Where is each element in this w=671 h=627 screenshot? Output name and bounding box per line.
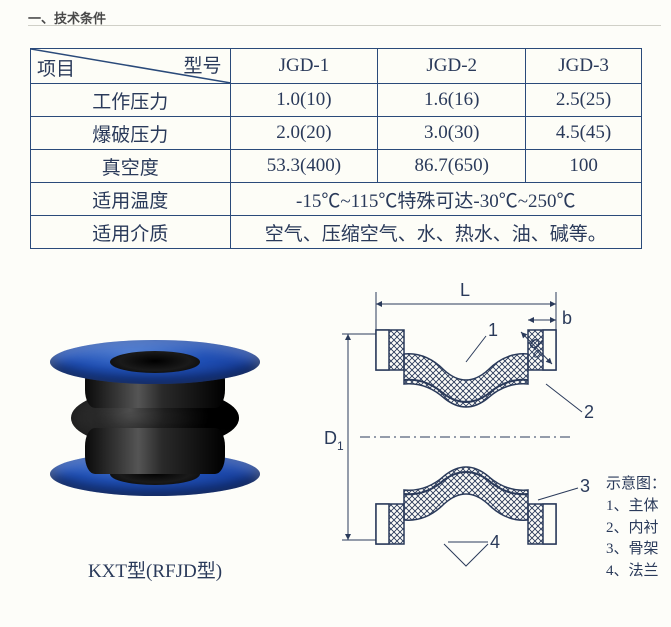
cell: 2.0(20) <box>230 117 378 150</box>
header-split-cell: 项目 型号 <box>31 49 231 84</box>
dim-b: b <box>562 308 572 328</box>
table-row: 适用温度 -15℃~115℃特殊可达-30℃~250℃ <box>31 183 642 216</box>
cell: 53.3(400) <box>230 150 378 183</box>
dim-D1: D1 <box>324 428 344 453</box>
callout-2: 2 <box>584 402 594 422</box>
legend: 示意图： 1、主体 2、内衬 3、骨架 4、法兰 <box>606 474 666 583</box>
span-cell: -15℃~115℃特殊可达-30℃~250℃ <box>230 183 641 216</box>
table-header-row: 项目 型号 JGD-1 JGD-2 JGD-3 <box>31 49 642 84</box>
span-cell: 空气、压缩空气、水、热水、油、碱等。 <box>230 216 641 249</box>
row-label: 爆破压力 <box>31 117 231 150</box>
table-row: 真空度 53.3(400) 86.7(650) 100 <box>31 150 642 183</box>
row-label: 适用介质 <box>31 216 231 249</box>
model-header: JGD-2 <box>378 49 526 84</box>
table-row: 适用介质 空气、压缩空气、水、热水、油、碱等。 <box>31 216 642 249</box>
legend-title: 示意图： <box>606 474 666 496</box>
callout-4: 4 <box>490 532 500 552</box>
cell: 1.0(10) <box>230 84 378 117</box>
callout-3: 3 <box>580 476 590 496</box>
header-right-label: 型号 <box>184 51 222 78</box>
legend-item: 2、内衬 <box>606 518 666 540</box>
model-header: JGD-3 <box>526 49 642 84</box>
cell: 1.6(16) <box>378 84 526 117</box>
row-label: 适用温度 <box>31 183 231 216</box>
cell: 2.5(25) <box>526 84 642 117</box>
product-image: KXT型(RFJD型) <box>40 300 270 535</box>
flange-top <box>50 340 260 384</box>
header-left-label: 项目 <box>37 54 75 81</box>
cell: 4.5(45) <box>526 117 642 150</box>
row-label: 工作压力 <box>31 84 231 117</box>
cell: 86.7(650) <box>378 150 526 183</box>
dim-L: L <box>460 280 470 300</box>
table-row: 爆破压力 2.0(20) 3.0(30) 4.5(45) <box>31 117 642 150</box>
model-header: JGD-1 <box>230 49 378 84</box>
spec-table: 项目 型号 JGD-1 JGD-2 JGD-3 工作压力 1.0(10) 1.6… <box>30 48 642 249</box>
table-row: 工作压力 1.0(10) 1.6(16) 2.5(25) <box>31 84 642 117</box>
product-caption: KXT型(RFJD型) <box>88 556 222 583</box>
schematic-diagram: L b D1 d0 1 2 <box>316 274 666 594</box>
cell: 3.0(30) <box>378 117 526 150</box>
cell: 100 <box>526 150 642 183</box>
row-label: 真空度 <box>31 150 231 183</box>
legend-item: 1、主体 <box>606 496 666 518</box>
divider <box>28 25 661 26</box>
legend-item: 4、法兰 <box>606 561 666 583</box>
callout-1: 1 <box>488 320 498 340</box>
legend-item: 3、骨架 <box>606 539 666 561</box>
